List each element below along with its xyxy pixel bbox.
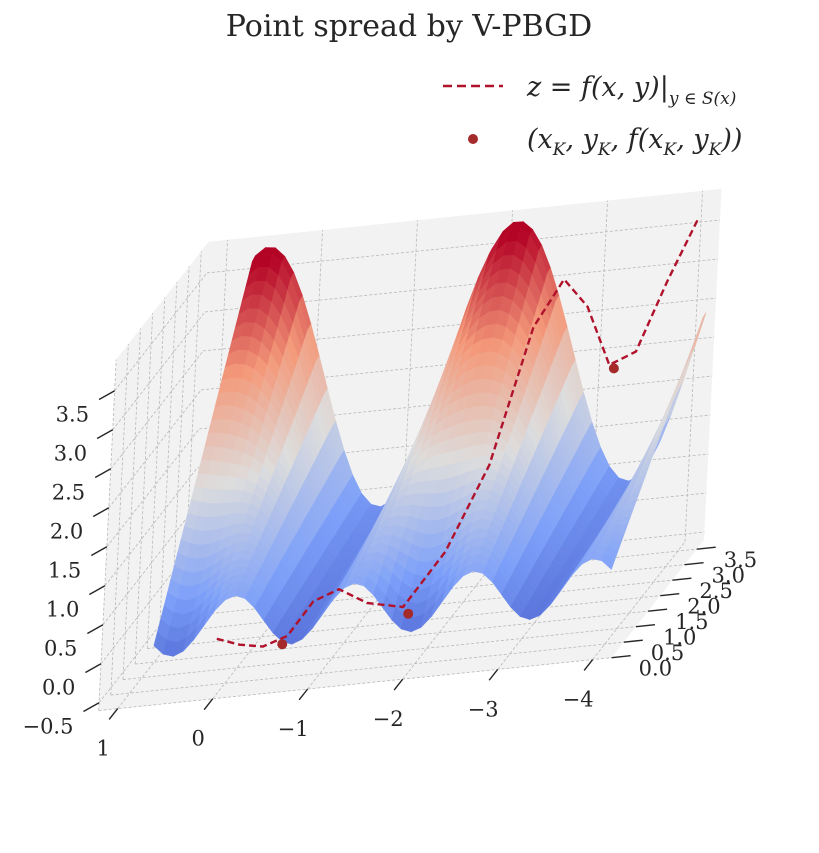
grid-y-left <box>122 328 141 680</box>
x-tick-label: −1 <box>278 717 309 741</box>
z-tick-mark <box>88 585 106 596</box>
legend-pt-i: )) <box>720 124 742 155</box>
legend: z = f(x, y)|y ∈ S(x) (xK, yK, f(xK, yK)) <box>443 72 742 160</box>
legend-label-points: (xK, yK, f(xK, yK)) <box>527 124 742 160</box>
data-point <box>277 639 288 650</box>
y-tick-mark <box>611 654 631 659</box>
y-tick-mark <box>696 546 716 550</box>
z-tick-label: 3.0 <box>54 441 87 465</box>
z-tick-mark <box>83 702 100 713</box>
grid-y-left <box>183 251 202 603</box>
z-tick-mark <box>94 468 112 479</box>
z-tick-mark <box>98 390 115 401</box>
legend-curve-sub: y ∈ S(x) <box>668 89 737 109</box>
z-tick-label: 1.0 <box>46 597 79 621</box>
grid-y-left <box>159 282 178 634</box>
legend-pt-d: K <box>597 140 612 160</box>
legend-pt-f: K <box>663 140 678 160</box>
legend-marker-swatch <box>468 134 478 144</box>
x-tick-label: 0 <box>191 727 204 751</box>
grid-y-left <box>134 313 154 665</box>
grid-y-floor <box>110 641 624 696</box>
z-tick-label: 2.0 <box>50 519 83 543</box>
x-tick-mark <box>583 659 594 671</box>
x-tick-label: −2 <box>373 707 404 731</box>
grid-y-left <box>146 297 166 649</box>
y-tick-mark <box>635 623 656 628</box>
z-tick-mark <box>85 663 102 674</box>
legend-pt-g: , y <box>676 124 709 155</box>
y-tick-label: 1.5 <box>675 610 708 634</box>
data-point <box>608 363 619 374</box>
z-tick-label: 2.5 <box>52 480 85 504</box>
surface <box>153 221 707 657</box>
grid-x-back <box>589 200 608 552</box>
z-tick-label: 3.5 <box>56 402 89 426</box>
grid-x-back <box>684 190 703 542</box>
y-tick-mark <box>648 608 668 612</box>
grid-x-back <box>399 220 418 572</box>
x-tick-mark <box>393 678 404 691</box>
z-tick-mark <box>92 507 110 518</box>
points-layer <box>277 363 619 650</box>
x-tick-mark <box>108 708 119 720</box>
z-tick-label: 1.5 <box>48 558 81 582</box>
surface-patch <box>601 553 615 570</box>
grid-y-floor <box>98 657 612 711</box>
y-tick-label: 2.0 <box>687 595 720 619</box>
x-tick-label: −4 <box>563 687 594 711</box>
x-tick-label: −3 <box>468 697 499 721</box>
grid-y-left <box>98 359 117 711</box>
chart-title: Point spread by V-PBGD <box>226 9 592 44</box>
x-tick-mark <box>488 668 499 681</box>
data-point <box>403 608 414 619</box>
grid-y-floor <box>135 610 649 665</box>
legend-pt-h: K <box>708 140 723 160</box>
z-tick-mark <box>90 546 108 557</box>
y-tick-label: 3.0 <box>712 564 745 588</box>
z-tick-label: 0.5 <box>44 636 77 660</box>
y-tick-label: 1.0 <box>663 626 696 650</box>
legend-curve-main: z = f(x, y)| <box>526 72 669 103</box>
y-tick-mark <box>623 639 643 643</box>
z-tick-label: −0.5 <box>22 714 73 738</box>
x-tick-label: 1 <box>96 736 109 760</box>
grid-y-floor <box>122 626 637 680</box>
legend-pt-e: , f(x <box>611 124 664 155</box>
y-tick-label: 2.5 <box>699 579 732 603</box>
y-tick-mark <box>672 577 692 581</box>
x-tick-mark <box>298 688 309 701</box>
legend-label-curve: z = f(x, y)|y ∈ S(x) <box>526 72 736 109</box>
legend-pt-b: K <box>552 140 567 160</box>
grid-y-left <box>171 266 190 618</box>
y-tick-mark <box>684 561 704 566</box>
axis-ticks: 1 0 −1 −2 −3 −40.00.51.01.52.02.53.03.5−0.50.… <box>22 390 757 760</box>
legend-pt-a: (x <box>527 124 553 155</box>
z-tick-label: 0.0 <box>42 675 75 699</box>
y-tick-label: 0.0 <box>639 657 672 681</box>
x-tick-mark <box>203 698 214 711</box>
y-tick-mark <box>660 592 680 597</box>
y-tick-label: 0.5 <box>651 641 684 665</box>
z-tick-mark <box>96 429 114 440</box>
grid-z-back <box>206 219 721 274</box>
legend-pt-c: , y <box>565 124 598 155</box>
grid-y-left <box>110 344 129 696</box>
y-tick-label: 3.5 <box>724 548 757 572</box>
z-tick-mark <box>87 624 104 635</box>
